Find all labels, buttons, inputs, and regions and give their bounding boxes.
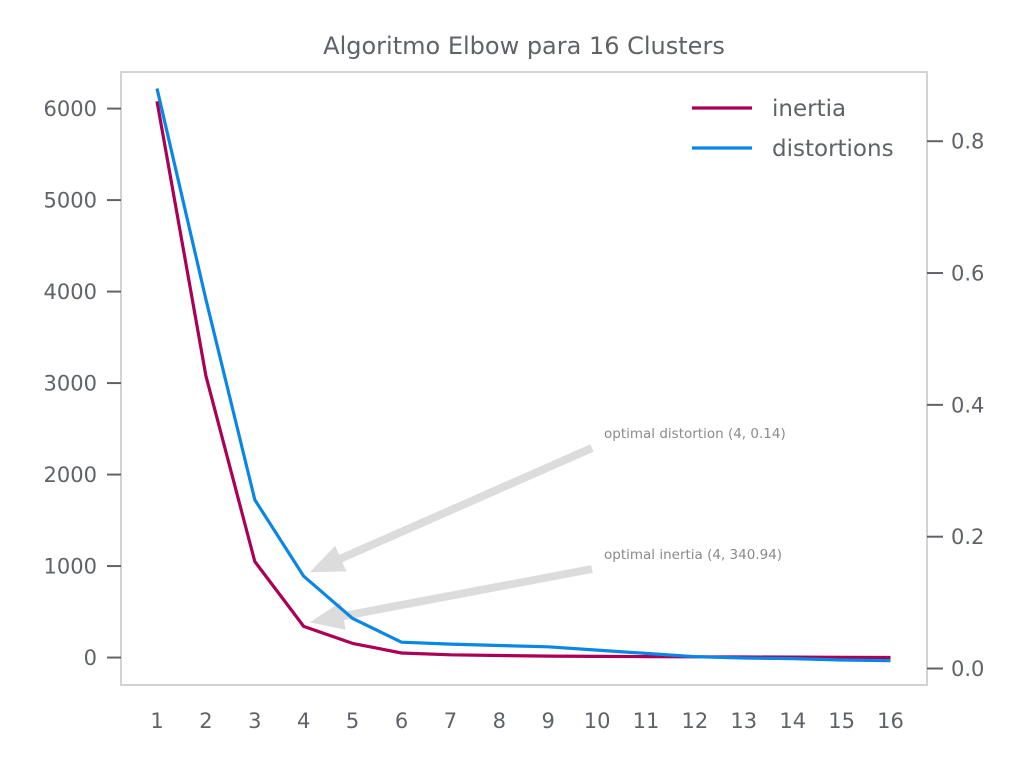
x-tick-label: 9 bbox=[542, 709, 555, 733]
x-tick-label: 14 bbox=[779, 709, 806, 733]
annotation-arrows bbox=[309, 444, 594, 630]
x-tick-label: 2 bbox=[199, 709, 212, 733]
plot-frame bbox=[120, 71, 928, 686]
x-tick-label: 6 bbox=[395, 709, 408, 733]
x-tick-label: 5 bbox=[346, 709, 359, 733]
x-tick-label: 15 bbox=[828, 709, 855, 733]
y-right-tick-label: 0.6 bbox=[951, 262, 984, 286]
x-tick-label: 11 bbox=[633, 709, 660, 733]
series-layer bbox=[155, 88, 891, 663]
legend-label-inertia: inertia bbox=[772, 96, 846, 122]
annotation-label: optimal distortion (4, 0.14) bbox=[604, 426, 786, 442]
series-line-distortions bbox=[155, 88, 891, 663]
annotation-label: optimal inertia (4, 340.94) bbox=[604, 547, 782, 563]
chart-title: Algoritmo Elbow para 16 Clusters bbox=[323, 32, 725, 60]
y-right-tick-label: 0.4 bbox=[951, 393, 984, 417]
x-tick-label: 12 bbox=[682, 709, 709, 733]
y-left-tick-label: 1000 bbox=[44, 555, 97, 579]
ticks-layer: 1 2 3 4 5 6 7 8 9 10 11 12 13 14 15 1601000200030004000… bbox=[44, 97, 985, 733]
x-tick-label: 10 bbox=[584, 709, 611, 733]
x-tick-label: 8 bbox=[493, 709, 506, 733]
y-left-tick-label: 0 bbox=[84, 646, 97, 670]
x-tick-label: 4 bbox=[297, 709, 310, 733]
y-right-tick-label: 0.0 bbox=[951, 657, 984, 681]
x-tick-label: 16 bbox=[877, 709, 904, 733]
x-tick-label: 1 bbox=[150, 709, 163, 733]
x-tick-label: 3 bbox=[248, 709, 261, 733]
y-left-tick-label: 6000 bbox=[44, 97, 97, 121]
legend-label-distortions: distortions bbox=[772, 136, 894, 162]
annotation-labels: optimal distortion (4, 0.14) optimal iner… bbox=[604, 426, 786, 563]
series-line-inertia bbox=[155, 101, 891, 660]
x-tick-label: 13 bbox=[730, 709, 757, 733]
x-tick-label: 7 bbox=[444, 709, 457, 733]
y-right-tick-label: 0.8 bbox=[951, 130, 984, 154]
annotation-arrow bbox=[309, 565, 593, 630]
y-left-tick-label: 4000 bbox=[44, 280, 97, 304]
y-left-tick-label: 5000 bbox=[44, 189, 97, 213]
legend: inertia distortions bbox=[692, 96, 894, 162]
y-right-tick-label: 0.2 bbox=[951, 525, 984, 549]
y-left-tick-label: 3000 bbox=[44, 372, 97, 396]
y-left-tick-label: 2000 bbox=[44, 463, 97, 487]
annotation-arrow bbox=[309, 444, 594, 573]
